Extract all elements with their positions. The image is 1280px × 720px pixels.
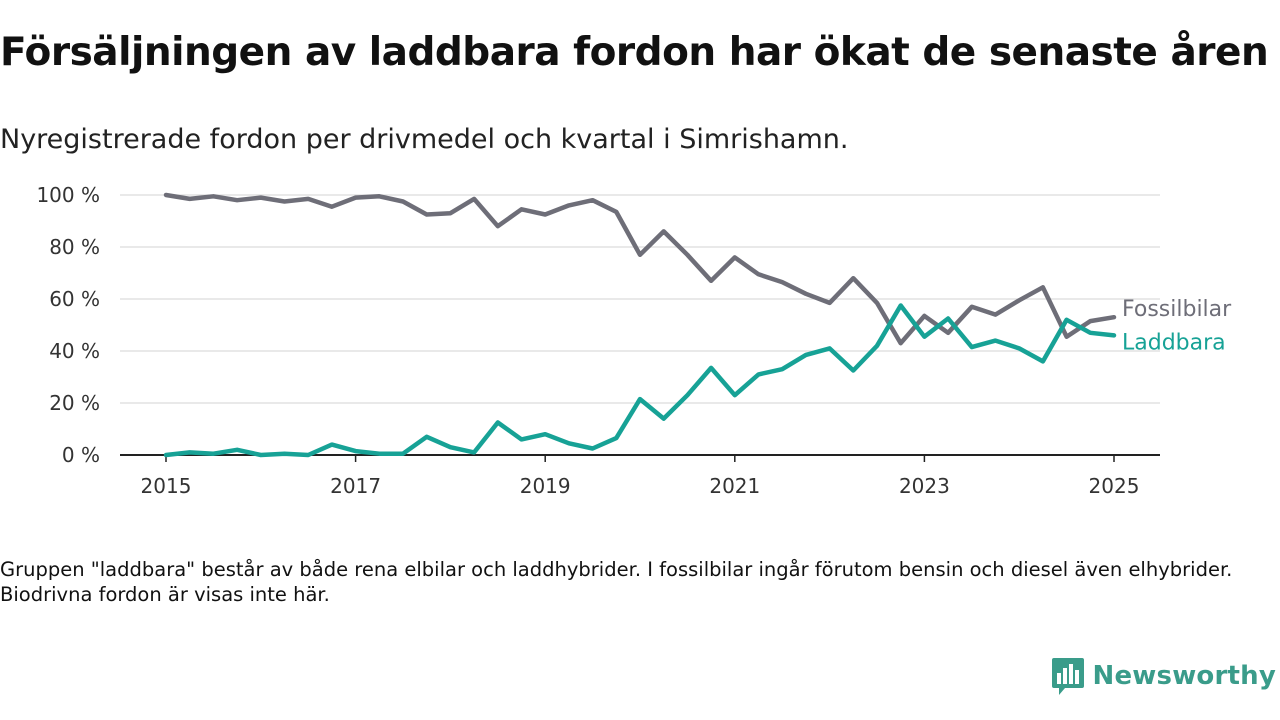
- newsworthy-logo[interactable]: Newsworthy: [1051, 654, 1276, 698]
- series-label-fossilbilar: Fossilbilar: [1122, 297, 1232, 322]
- brand-name: Newsworthy: [1092, 661, 1276, 691]
- chart-subtitle: Nyregistrerade fordon per drivmedel och …: [0, 124, 849, 155]
- x-tick-label: 2015: [141, 474, 192, 498]
- y-axis: 0 % 20 % 40 % 60 % 80 % 100 %: [36, 183, 100, 467]
- y-tick-label: 60 %: [49, 287, 100, 311]
- y-tick-label: 100 %: [36, 183, 100, 207]
- x-tick-label: 2023: [899, 474, 950, 498]
- series-label-laddbara: Laddbara: [1122, 330, 1226, 355]
- footnote: Gruppen "laddbara" består av både rena e…: [0, 558, 1233, 606]
- chart-title: Försäljningen av laddbara fordon har öka…: [0, 30, 1269, 75]
- x-tick-label: 2019: [520, 474, 571, 498]
- y-tick-label: 20 %: [49, 391, 100, 415]
- series-line-laddbara: [163, 303, 1117, 458]
- gridlines: [120, 194, 1160, 404]
- line-chart: 0 % 20 % 40 % 60 % 80 % 100 % 2015 2017 2019 202…: [36, 183, 1232, 498]
- series-line-fossilbilar: [163, 192, 1117, 346]
- x-tick-label: 2017: [330, 474, 381, 498]
- x-tick-label: 2021: [709, 474, 760, 498]
- series-lines: [163, 192, 1117, 458]
- y-tick-label: 0 %: [62, 443, 100, 467]
- y-tick-label: 80 %: [49, 235, 100, 259]
- y-tick-label: 40 %: [49, 339, 100, 363]
- series-labels: Fossilbilar Laddbara: [1122, 297, 1232, 355]
- newsworthy-chart-icon: [1051, 658, 1084, 695]
- x-axis: 2015 2017 2019 2021 2023 2025: [120, 454, 1160, 498]
- x-tick-label: 2025: [1089, 474, 1140, 498]
